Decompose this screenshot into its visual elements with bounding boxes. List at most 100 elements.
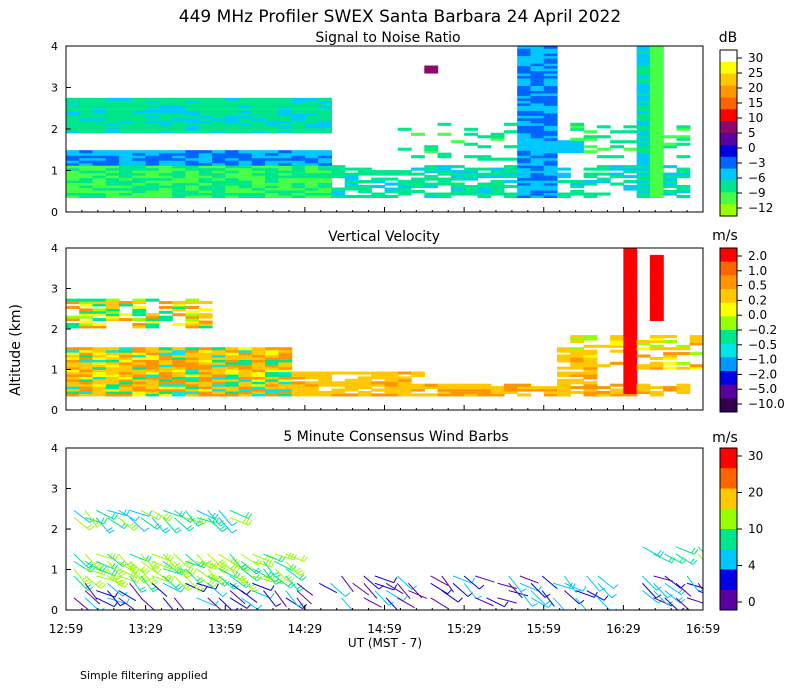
wind-barb	[240, 597, 263, 610]
snr-cell	[211, 115, 226, 119]
wind-barb	[118, 597, 135, 610]
velocity-cell	[371, 373, 386, 377]
snr-cell	[291, 97, 306, 101]
velocity-cell	[132, 386, 147, 390]
velocity-cell	[610, 393, 624, 397]
velocity-cell	[636, 390, 651, 394]
snr-cell	[291, 155, 306, 159]
snr-cell	[450, 185, 465, 189]
snr-cell	[318, 157, 333, 161]
velocity-cell	[66, 356, 80, 360]
velocity-cell	[92, 378, 107, 382]
snr-cell	[437, 132, 452, 136]
snr-cell	[66, 125, 80, 129]
colorbar-swatch	[720, 508, 737, 530]
snr-cell	[557, 194, 571, 199]
velocity-cell	[437, 383, 452, 387]
wind-barb	[285, 590, 304, 607]
velocity-cell	[158, 366, 173, 370]
snr-cell	[119, 97, 133, 101]
snr-cell	[198, 170, 213, 174]
snr-cell	[145, 182, 160, 186]
velocity-cell	[596, 390, 611, 394]
snr-cell	[596, 135, 611, 139]
snr-cell	[464, 190, 478, 194]
snr-cell	[636, 48, 651, 52]
velocity-cell	[344, 383, 359, 387]
snr-cell	[304, 162, 319, 166]
snr-cell	[318, 180, 333, 184]
snr-cell	[530, 72, 545, 77]
snr-cell	[172, 187, 187, 191]
y-axis-label: Altitude (km)	[8, 304, 24, 396]
snr-cell	[105, 160, 120, 164]
snr-cell	[158, 120, 173, 124]
snr-cell	[119, 160, 133, 164]
snr-cell	[198, 122, 213, 126]
velocity-cell	[145, 369, 160, 373]
velocity-cell	[132, 349, 147, 353]
snr-cell	[265, 102, 279, 106]
snr-cell	[79, 107, 94, 111]
snr-cell	[265, 105, 279, 109]
snr-cell	[636, 92, 651, 96]
velocity-cell	[132, 364, 147, 368]
velocity-cell	[66, 381, 80, 385]
wind-barb	[151, 517, 171, 534]
snr-cell	[517, 175, 532, 179]
snr-cell	[105, 192, 120, 196]
snr-cell	[636, 194, 651, 199]
velocity-cell	[225, 393, 240, 397]
snr-cell	[66, 115, 80, 119]
velocity-cell	[278, 373, 293, 377]
velocity-cell	[238, 381, 253, 385]
snr-cell	[543, 180, 558, 184]
snr-cell	[278, 112, 293, 116]
snr-cell	[225, 107, 240, 111]
snr-cell	[105, 175, 120, 179]
velocity-cell	[172, 373, 187, 377]
snr-cell	[211, 185, 226, 189]
velocity-cell	[649, 274, 664, 278]
wind-colorbar-unit: m/s	[712, 430, 738, 446]
snr-cell	[225, 115, 240, 119]
snr-cell	[649, 162, 664, 166]
snr-cell	[278, 175, 293, 179]
velocity-cell	[265, 356, 279, 360]
wind-barb	[218, 510, 238, 527]
snr-cell	[291, 105, 306, 109]
velocity-cell	[145, 313, 160, 317]
velocity-cell	[663, 352, 678, 356]
snr-cell	[265, 127, 279, 131]
velocity-cell	[636, 383, 651, 387]
velocity-cell	[172, 301, 187, 305]
snr-cell	[119, 155, 133, 159]
snr-cell	[331, 192, 346, 196]
snr-cell	[530, 80, 545, 84]
colorbar-swatch	[720, 85, 737, 98]
colorbar-swatch	[720, 357, 737, 372]
velocity-cell	[623, 291, 638, 295]
snr-cell	[530, 165, 545, 169]
velocity-cell	[304, 383, 319, 387]
snr-cell	[517, 77, 532, 82]
snr-cell	[517, 122, 532, 126]
snr-cell	[517, 155, 532, 159]
wind-barb	[140, 575, 159, 593]
velocity-cell	[225, 373, 240, 377]
velocity-cell	[119, 386, 133, 390]
wind-barb	[396, 575, 418, 590]
snr-cell	[79, 165, 94, 169]
snr-cell	[557, 142, 571, 146]
snr-cell	[318, 162, 333, 166]
snr-cell	[543, 115, 558, 119]
velocity-cell	[623, 327, 638, 331]
snr-cell	[503, 157, 518, 161]
velocity-cell	[105, 301, 120, 305]
snr-cell	[185, 152, 200, 156]
snr-cell	[636, 46, 651, 49]
velocity-cell	[119, 381, 133, 385]
snr-cell	[344, 167, 359, 171]
velocity-cell	[663, 347, 678, 351]
snr-cell	[265, 117, 279, 121]
